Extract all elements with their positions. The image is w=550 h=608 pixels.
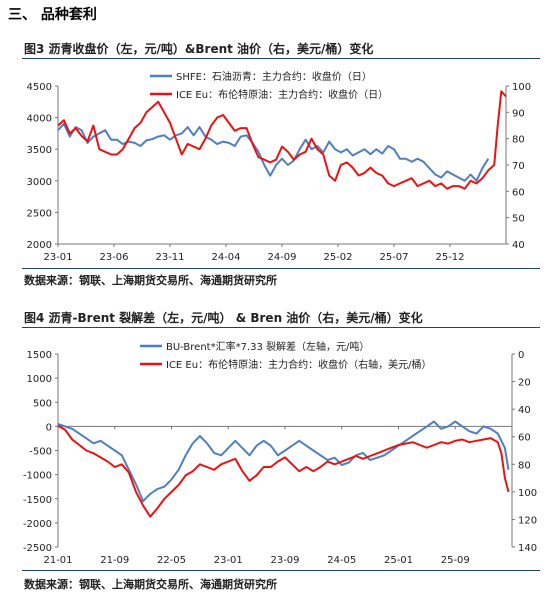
left-y-tick-label: 4000 [27, 114, 52, 125]
right-y-tick-label: 40 [518, 405, 531, 416]
legend-label-1: SHFE：石油沥青：主力合约：收盘价（日） [176, 70, 372, 83]
section-title: 三、 品种套利 [8, 7, 97, 23]
right-y-tick-label: 60 [518, 433, 531, 444]
figure3-source: 数据来源：钢联、上海期货交易所、海通期货研究所 [24, 274, 277, 287]
x-tick-label: 24-05 [327, 555, 356, 566]
series-line-2 [57, 90, 507, 190]
series-line-1 [57, 420, 510, 503]
x-tick-label: 22-05 [157, 555, 186, 566]
figure3-title: 图3 沥青收盘价（左，元/吨）&Brent 油价（右，美元/桶）变化 [24, 42, 374, 56]
left-y-tick-label: -1500 [23, 495, 52, 506]
x-tick-label: 25-09 [441, 555, 470, 566]
left-y-tick-label: 2500 [27, 208, 52, 219]
x-tick-label: 21-01 [43, 555, 72, 566]
right-y-tick-label: 120 [518, 515, 537, 526]
series-line-2 [57, 424, 510, 518]
right-y-tick-label: 80 [518, 460, 531, 471]
x-tick-label: 25-02 [323, 252, 352, 263]
x-tick-label: 25-07 [379, 252, 408, 263]
legend-label-2: ICE Eu：布伦特原油：主力合约：收盘价（日） [176, 88, 388, 101]
legend-label-2: ICE Eu：布伦特原油：主力合约：收盘价（右轴，美元/桶） [166, 358, 431, 371]
x-tick-label: 24-04 [211, 252, 240, 263]
figure4-bottom-rule [22, 570, 540, 571]
figure3-chart: 2000 2500 3000 3500 4000 4500 40 50 60 70 80 90 100 2… [27, 70, 532, 263]
x-tick-label: 24-09 [267, 252, 296, 263]
legend-label-1: BU-Brent*汇率*7.33 裂解差（左轴，元/吨） [166, 340, 369, 353]
right-y-tick-label: 20 [518, 378, 531, 389]
x-tick-label: 23-09 [270, 555, 299, 566]
right-y-tick-label: 100 [512, 82, 531, 93]
left-y-tick-label: 1000 [27, 374, 52, 385]
figure3-top-rule [22, 58, 540, 59]
figure4-source: 数据来源：钢联、上海期货交易所、海通期货研究所 [24, 578, 277, 591]
left-y-tick-label: 0 [46, 422, 52, 433]
figure4-top-rule [22, 327, 540, 328]
left-y-tick-label: -2000 [23, 519, 52, 530]
x-tick-label: 23-11 [155, 252, 184, 263]
right-y-tick-label: 100 [518, 488, 537, 499]
series-line-1 [57, 122, 490, 182]
x-tick-label: 21-09 [100, 555, 129, 566]
right-y-tick-label: 40 [512, 240, 525, 251]
left-y-tick-label: 2000 [27, 240, 52, 251]
right-y-tick-label: 60 [512, 187, 525, 198]
left-y-tick-label: -1000 [23, 471, 52, 482]
left-y-tick-label: -500 [29, 447, 52, 458]
right-y-tick-label: 140 [518, 543, 537, 554]
right-y-tick-label: 50 [512, 214, 525, 225]
x-tick-label: 23-01 [214, 555, 243, 566]
left-y-tick-label: -2500 [23, 543, 52, 554]
left-y-tick-label: 4500 [27, 82, 52, 93]
figure3-bottom-rule [22, 268, 540, 269]
right-y-tick-label: 80 [512, 135, 525, 146]
left-y-tick-label: 3000 [27, 177, 52, 188]
right-y-tick-label: 0 [518, 350, 524, 361]
x-tick-label: 23-01 [43, 252, 72, 263]
x-tick-label: 23-06 [99, 252, 128, 263]
x-tick-label: 25-12 [435, 252, 464, 263]
left-y-tick-label: 3500 [27, 145, 52, 156]
x-tick-label: 25-01 [384, 555, 413, 566]
left-y-tick-label: 1500 [27, 350, 52, 361]
right-y-tick-label: 70 [512, 161, 525, 172]
right-y-tick-label: 90 [512, 108, 525, 119]
left-y-tick-label: 500 [33, 398, 52, 409]
figure4-chart: 1500 1000 500 0 -500 -1000 -1500 -2000 -2500 0 20 4… [23, 340, 537, 566]
figure4-title: 图4 沥青-Brent 裂解差（左，元/吨） & Bren 油价（右，美元/桶）… [24, 311, 423, 325]
